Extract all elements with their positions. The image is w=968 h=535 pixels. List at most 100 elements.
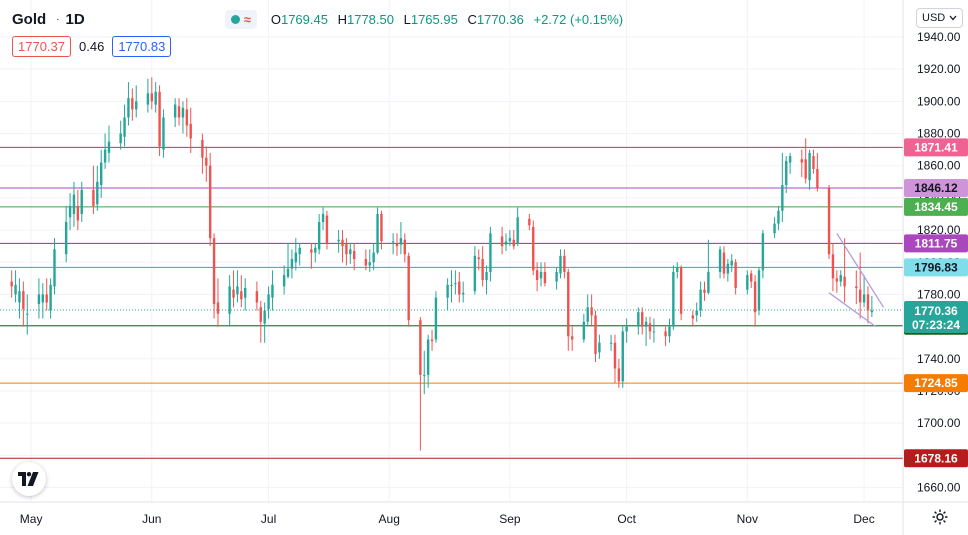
candle-body (843, 276, 846, 287)
candle-body (216, 302, 220, 314)
level-price-tag-bg (904, 197, 968, 216)
candle-body (119, 133, 122, 144)
time-tick-label: Jul (261, 512, 276, 526)
currency-selector[interactable]: USD (916, 8, 964, 28)
candle-body (761, 233, 765, 271)
candle-body (349, 249, 352, 255)
candle-body (423, 374, 426, 376)
candle-body (625, 326, 628, 332)
symbol-legend: Gold · 1D ≈ O1769.45 H1778.50 L1765.95 C… (12, 10, 623, 29)
candle-body (777, 210, 780, 224)
time-tick-label: Jun (142, 512, 161, 526)
candle-body (539, 271, 543, 279)
time-tick-label: May (20, 512, 43, 526)
level-price-tag-bg (904, 449, 968, 468)
candle-body (212, 238, 216, 305)
candle-body (652, 331, 656, 333)
candle-body (325, 215, 329, 243)
candle-body (454, 283, 457, 285)
candle-body (232, 289, 235, 298)
candle-body (609, 342, 613, 344)
candle-body (294, 252, 298, 263)
candle-body (726, 263, 730, 274)
candle-body (290, 259, 294, 269)
time-tick-label: Sep (499, 512, 521, 526)
ask-price[interactable]: 1770.83 (112, 36, 172, 57)
change-value: +2.72 (+0.15%) (533, 12, 624, 27)
tradingview-logo[interactable] (12, 462, 46, 496)
candle-body (45, 294, 48, 303)
candle-body (804, 159, 807, 179)
wave-icon: ≈ (243, 12, 251, 27)
candle-body (267, 294, 270, 309)
trend-lines[interactable] (828, 232, 885, 328)
candle-body (512, 239, 515, 247)
price-tags: 1871.411846.121834.451811.751796.831760.… (904, 138, 968, 468)
trend-line (828, 292, 877, 328)
grid-lines (0, 0, 903, 502)
gear-icon[interactable] (930, 507, 950, 527)
level-price-tag-bg (904, 179, 968, 198)
candle-body (368, 262, 371, 266)
candle-body (753, 281, 757, 313)
candle-body (419, 320, 422, 375)
candle-body (154, 91, 157, 105)
candle-body (41, 294, 45, 303)
level-price-tag: 1724.85 (914, 376, 958, 390)
level-price-tag-bg (904, 258, 968, 277)
candle-body (18, 291, 21, 303)
bid-price[interactable]: 1770.37 (12, 36, 71, 57)
candle-body (107, 141, 111, 153)
candle-body (835, 278, 839, 282)
candle-body (99, 162, 103, 186)
candle-body (543, 271, 547, 284)
candle-body (76, 205, 80, 221)
market-status[interactable]: ≈ (224, 10, 257, 29)
candle-body (528, 218, 531, 226)
close-value: 1770.36 (476, 12, 524, 27)
candle-body (695, 310, 698, 316)
candle-body (504, 241, 508, 245)
candle-body (570, 336, 574, 340)
candle-body (14, 284, 17, 295)
open-value: 1769.45 (280, 12, 328, 27)
candle-body (808, 152, 811, 181)
candle-body (785, 160, 788, 186)
candle-body (473, 255, 477, 292)
candle-body (862, 294, 866, 303)
last-price-tag-bg (904, 300, 968, 333)
interval-label[interactable]: 1D (65, 11, 85, 28)
candles[interactable] (10, 77, 874, 451)
candle-body (816, 168, 819, 189)
candle-body (372, 252, 375, 263)
candle-body (64, 222, 68, 255)
candle-body (201, 139, 204, 158)
candle-body (189, 123, 192, 139)
candle-body (749, 273, 753, 282)
candle-body (26, 313, 29, 315)
candle-body (68, 205, 72, 218)
level-price-tag-bg (904, 374, 968, 393)
candle-body (317, 222, 321, 250)
candle-body (205, 157, 208, 166)
candle-body (707, 271, 710, 293)
bid-ask-panel: 1770.37 0.46 1770.83 (12, 36, 172, 57)
candle-body (208, 165, 212, 239)
candle-body (185, 109, 189, 126)
candle-body (788, 156, 792, 163)
candle-body (173, 104, 177, 118)
candle-body (485, 271, 488, 280)
symbol-name[interactable]: Gold (12, 11, 47, 28)
candle-body (53, 249, 56, 287)
candle-body (458, 281, 461, 295)
candle-body (582, 321, 586, 340)
candle-body (500, 236, 504, 247)
candle-body (341, 239, 344, 247)
candle-body (668, 326, 671, 337)
candle-body (10, 281, 13, 287)
candle-body (123, 117, 126, 137)
candle-body (641, 312, 644, 327)
level-price-tag: 1846.12 (914, 181, 958, 195)
